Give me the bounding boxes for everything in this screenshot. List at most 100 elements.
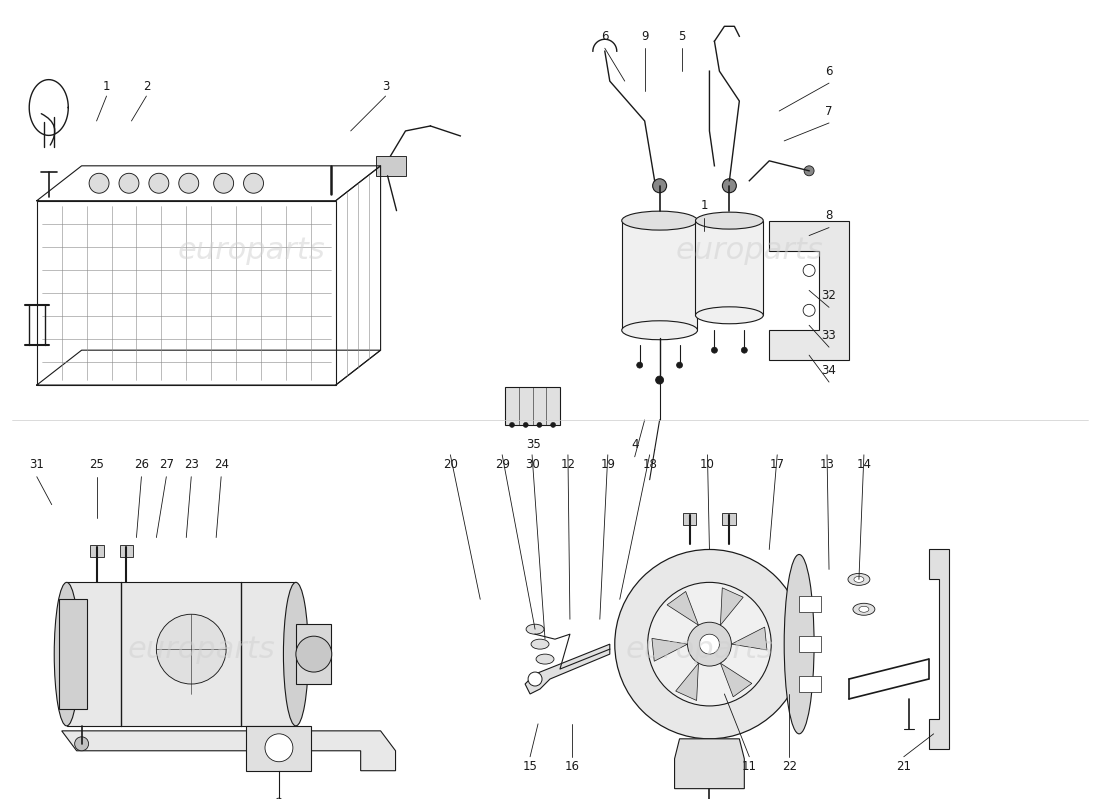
Ellipse shape [526, 624, 544, 634]
Ellipse shape [274, 798, 284, 800]
Circle shape [243, 174, 264, 194]
Ellipse shape [54, 582, 79, 726]
Text: 30: 30 [525, 458, 539, 471]
Circle shape [156, 614, 227, 684]
Circle shape [741, 347, 747, 353]
Text: 14: 14 [857, 458, 871, 471]
Text: 8: 8 [825, 209, 833, 222]
Text: 22: 22 [782, 760, 796, 774]
Circle shape [648, 582, 771, 706]
Polygon shape [525, 644, 609, 694]
Circle shape [265, 734, 293, 762]
Ellipse shape [536, 654, 554, 664]
Polygon shape [675, 663, 698, 701]
Ellipse shape [531, 639, 549, 649]
Circle shape [509, 422, 515, 427]
Circle shape [75, 737, 89, 750]
Text: 15: 15 [522, 760, 538, 774]
Ellipse shape [852, 603, 874, 615]
Text: 35: 35 [526, 438, 540, 451]
Circle shape [296, 636, 332, 672]
Ellipse shape [784, 554, 814, 734]
Circle shape [119, 174, 139, 194]
Text: 33: 33 [822, 329, 836, 342]
Circle shape [524, 422, 528, 427]
Text: europarts: europarts [675, 236, 823, 265]
Circle shape [804, 166, 814, 176]
Text: 7: 7 [825, 105, 833, 118]
Ellipse shape [854, 576, 864, 582]
Text: 12: 12 [560, 458, 575, 471]
Text: 11: 11 [741, 760, 757, 774]
Circle shape [537, 422, 542, 427]
Bar [246, 726, 311, 770]
Text: 27: 27 [158, 458, 174, 471]
Circle shape [700, 634, 719, 654]
Circle shape [179, 174, 199, 194]
Circle shape [656, 376, 663, 384]
Text: 16: 16 [564, 760, 580, 774]
Text: europarts: europarts [626, 634, 773, 664]
Polygon shape [720, 588, 744, 625]
Ellipse shape [695, 212, 763, 229]
Text: 32: 32 [822, 289, 836, 302]
Polygon shape [732, 627, 767, 650]
Circle shape [637, 362, 642, 368]
Circle shape [676, 362, 682, 368]
Text: 1: 1 [701, 199, 708, 212]
Bar [296, 624, 331, 684]
Bar [695, 221, 763, 315]
Text: 24: 24 [213, 458, 229, 471]
Ellipse shape [848, 574, 870, 586]
Circle shape [803, 304, 815, 316]
Polygon shape [720, 663, 751, 697]
Bar [621, 221, 697, 330]
Text: 9: 9 [641, 30, 648, 42]
Polygon shape [652, 638, 688, 662]
Bar [375, 156, 406, 176]
Ellipse shape [621, 211, 697, 230]
Text: 3: 3 [382, 79, 389, 93]
Text: europarts: europarts [177, 236, 324, 265]
Circle shape [615, 550, 804, 739]
Text: 2: 2 [143, 79, 151, 93]
Text: 10: 10 [700, 458, 715, 471]
Polygon shape [58, 599, 87, 709]
Circle shape [803, 265, 815, 277]
Polygon shape [674, 739, 745, 789]
Circle shape [652, 178, 667, 193]
Bar [67, 582, 296, 726]
Ellipse shape [284, 582, 308, 726]
Bar [799, 596, 821, 612]
Text: 18: 18 [642, 458, 657, 471]
Circle shape [688, 622, 732, 666]
Ellipse shape [695, 307, 763, 324]
Circle shape [723, 178, 736, 193]
Text: 23: 23 [184, 458, 199, 471]
Ellipse shape [621, 321, 697, 340]
Polygon shape [667, 591, 698, 625]
Text: 31: 31 [30, 458, 44, 471]
Text: 5: 5 [678, 30, 685, 42]
Text: 25: 25 [89, 458, 104, 471]
Bar [120, 546, 133, 558]
Polygon shape [928, 550, 948, 749]
Text: 1: 1 [102, 79, 110, 93]
Circle shape [213, 174, 233, 194]
Circle shape [551, 422, 556, 427]
Bar [89, 546, 103, 558]
Text: 4: 4 [631, 438, 638, 451]
Text: 6: 6 [601, 30, 608, 42]
Bar [799, 676, 821, 692]
Text: 17: 17 [770, 458, 784, 471]
Bar [505, 387, 560, 425]
Text: 34: 34 [822, 364, 836, 377]
Bar [723, 513, 736, 525]
Bar [799, 636, 821, 652]
Polygon shape [62, 731, 396, 770]
Text: 6: 6 [825, 65, 833, 78]
Circle shape [528, 672, 542, 686]
Circle shape [148, 174, 168, 194]
Text: 21: 21 [896, 760, 911, 774]
Ellipse shape [859, 606, 869, 612]
